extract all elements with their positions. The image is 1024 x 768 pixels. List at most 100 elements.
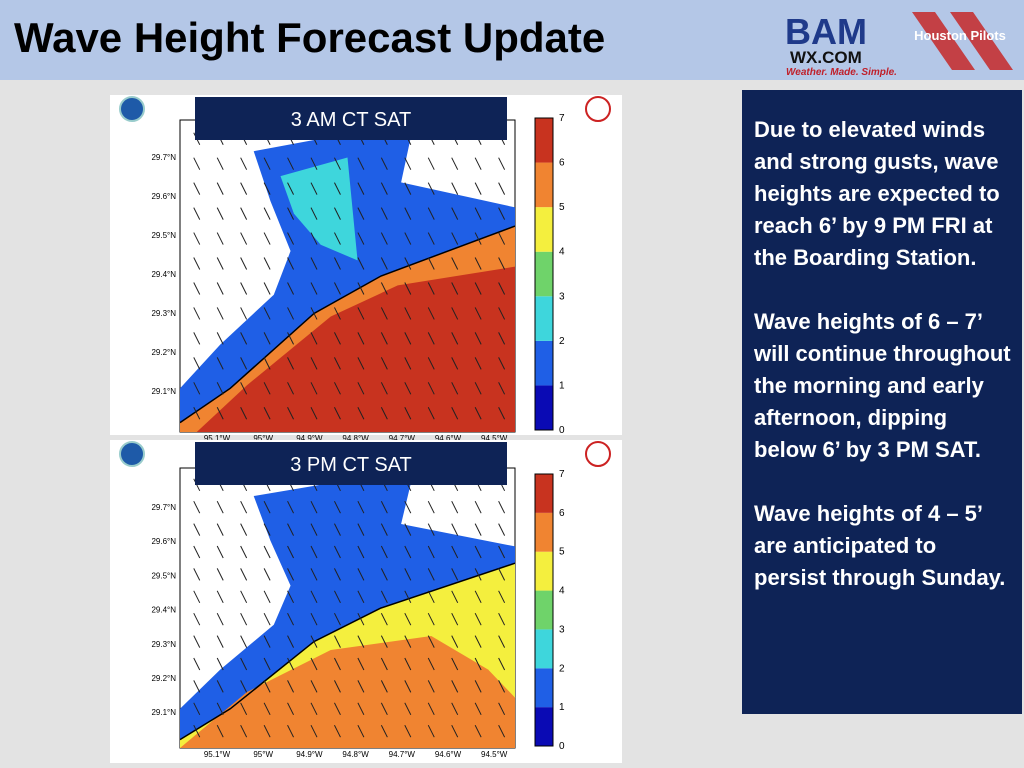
wind-arrow xyxy=(474,568,482,581)
wind-arrow xyxy=(474,612,482,626)
lat-label: 29.6°N xyxy=(151,537,176,546)
wind-arrow xyxy=(474,382,482,395)
wind-arrow xyxy=(240,357,248,370)
lat-label: 29.7°N xyxy=(151,503,176,512)
lat-label: 29.6°N xyxy=(151,192,176,201)
wind-arrow xyxy=(334,232,341,245)
wind-arrow xyxy=(216,523,224,536)
wind-arrow xyxy=(357,635,365,648)
wind-arrow xyxy=(334,523,341,536)
wind-arrow xyxy=(427,590,435,604)
lon-label: 95°W xyxy=(253,434,273,443)
wind-arrow xyxy=(310,207,318,220)
wind-arrow xyxy=(380,635,388,648)
wind-arrow xyxy=(498,332,506,345)
wind-arrow xyxy=(404,545,412,559)
wind-arrow xyxy=(380,407,388,420)
wind-arrow xyxy=(216,357,224,370)
wind-arrow xyxy=(357,702,365,716)
wind-arrow xyxy=(451,332,459,345)
wind-arrow xyxy=(498,407,506,420)
wind-arrow xyxy=(427,157,435,170)
sidebar: Due to elevated winds and strong gusts, … xyxy=(742,90,1022,714)
wind-arrow xyxy=(263,307,271,320)
wind-arrow xyxy=(357,568,365,581)
colorbar-segment xyxy=(535,474,553,513)
wind-arrow xyxy=(334,702,341,716)
wind-arrow xyxy=(451,724,459,738)
wind-arrow xyxy=(216,182,224,195)
lat-label: 29.5°N xyxy=(151,571,176,580)
lon-label: 94.8°W xyxy=(342,434,369,443)
wind-arrow xyxy=(474,657,482,671)
lat-label: 29.2°N xyxy=(151,348,176,357)
wind-arrow xyxy=(498,500,506,514)
lon-label: 94.9°W xyxy=(296,434,323,443)
wind-arrow xyxy=(240,407,248,420)
wind-arrow xyxy=(451,545,459,559)
wind-arrow xyxy=(498,568,506,581)
wind-arrow xyxy=(357,257,365,270)
wind-arrow xyxy=(193,157,201,170)
wind-arrow xyxy=(334,612,341,626)
wind-arrow xyxy=(287,523,294,536)
colorbar-tick: 7 xyxy=(559,469,565,480)
logo-text: BAM xyxy=(785,11,867,52)
lon-label: 94.7°W xyxy=(389,750,416,759)
paragraph: Wave heights of 6 – 7’ will continue thr… xyxy=(754,309,1011,462)
wind-arrow xyxy=(427,282,435,295)
colorbar-tick: 0 xyxy=(559,741,565,752)
slide-title: Wave Height Forecast Update xyxy=(14,14,606,61)
colorbar-tick: 4 xyxy=(559,586,565,597)
wind-arrow xyxy=(216,724,224,738)
wind-arrow xyxy=(334,257,341,270)
wind-arrow xyxy=(334,182,341,195)
wind-arrow xyxy=(287,612,294,626)
wind-arrow xyxy=(287,332,294,345)
colorbar-tick: 3 xyxy=(559,624,565,635)
wind-arrow xyxy=(240,500,248,514)
wind-arrow xyxy=(216,545,224,559)
wind-arrow xyxy=(380,282,388,295)
wind-arrow xyxy=(451,157,459,170)
wind-arrow xyxy=(240,182,248,195)
wind-arrow xyxy=(216,257,224,270)
wind-arrow xyxy=(287,382,294,395)
wind-arrow xyxy=(240,257,248,270)
wind-arrow xyxy=(216,680,224,693)
wind-arrow xyxy=(404,282,412,295)
wind-arrow xyxy=(193,407,201,420)
wind-arrow xyxy=(380,568,388,581)
wind-arrow xyxy=(427,657,435,671)
wind-arrow xyxy=(310,545,318,559)
wind-arrow xyxy=(263,157,271,170)
wind-arrow xyxy=(240,307,248,320)
colorbar-tick: 1 xyxy=(559,702,565,713)
wind-arrow xyxy=(334,635,341,648)
wind-arrow xyxy=(240,568,248,581)
wind-arrow xyxy=(357,332,365,345)
colorbar-segment xyxy=(535,668,553,708)
logo-pilots: Houston Pilots xyxy=(912,12,1013,70)
lon-label: 95°W xyxy=(253,750,273,759)
wind-arrow xyxy=(357,545,365,559)
wind-arrow xyxy=(451,282,459,295)
wind-arrow xyxy=(334,407,341,420)
wind-arrow xyxy=(427,382,435,395)
wind-arrow xyxy=(310,182,318,195)
nws-logo xyxy=(585,441,611,467)
wind-arrow xyxy=(287,680,294,693)
wind-arrow xyxy=(380,207,388,220)
wind-arrow xyxy=(263,382,271,395)
wind-arrow xyxy=(240,523,248,536)
colorbar-tick: 7 xyxy=(559,113,565,124)
wind-arrow xyxy=(263,332,271,345)
wind-arrow xyxy=(216,332,224,345)
wind-arrow xyxy=(357,157,365,170)
wind-arrow xyxy=(240,332,248,345)
wind-arrow xyxy=(263,523,271,536)
wind-arrow xyxy=(193,307,201,320)
wind-arrow xyxy=(193,257,201,270)
map-panel: 29.7°N 29.6°N 29.5°N 29.4°N 29.3°N 29.2°N 29.1… xyxy=(110,95,622,443)
wind-arrow xyxy=(216,590,224,604)
